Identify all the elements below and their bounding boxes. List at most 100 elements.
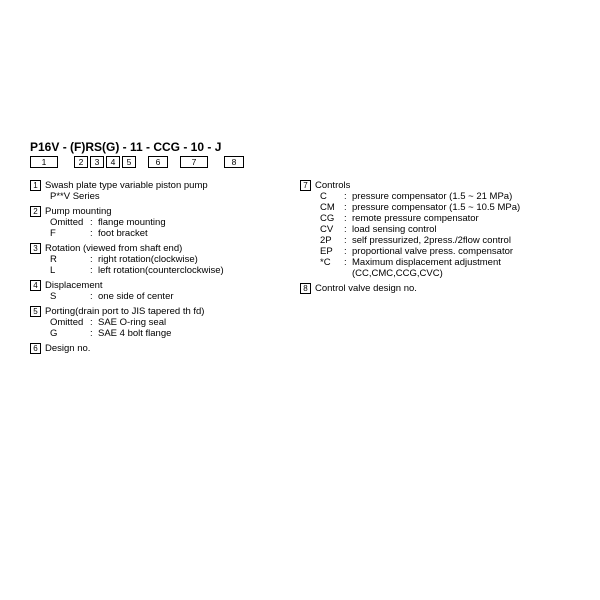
- option-code: S: [50, 291, 90, 302]
- option-separator: :: [90, 265, 98, 276]
- section-number-box: 7: [300, 180, 311, 191]
- section-body-line: (CC,CMC,CCG,CVC): [300, 268, 570, 279]
- section-header: 6 Design no.: [30, 343, 300, 354]
- position-box-row: 1 2 3 4 5 6 7 8: [30, 156, 570, 168]
- option-desc: load sensing control: [352, 224, 570, 235]
- section-number-box: 6: [30, 343, 41, 354]
- option-desc: right rotation(clockwise): [98, 254, 300, 265]
- option-desc: flange mounting: [98, 217, 300, 228]
- option-row: CV:load sensing control: [300, 224, 570, 235]
- option-row: CG:remote pressure compensator: [300, 213, 570, 224]
- section-title: Swash plate type variable piston pump: [45, 180, 208, 191]
- section-8: 8 Control valve design no.: [300, 283, 570, 294]
- option-separator: :: [90, 328, 98, 339]
- option-code: *C: [320, 257, 344, 268]
- section-header: 5 Porting(drain port to JIS tapered th fd…: [30, 306, 300, 317]
- option-separator: :: [344, 235, 352, 246]
- option-separator: :: [90, 228, 98, 239]
- section-number-box: 4: [30, 280, 41, 291]
- section-header: 1 Swash plate type variable piston pump: [30, 180, 300, 191]
- pos-box-5: 5: [122, 156, 136, 168]
- section-5: 5 Porting(drain port to JIS tapered th fd…: [30, 306, 300, 339]
- pos-box-7: 7: [180, 156, 208, 168]
- section-title: Control valve design no.: [315, 283, 417, 294]
- option-desc: remote pressure compensator: [352, 213, 570, 224]
- section-number-box: 2: [30, 206, 41, 217]
- pos-box-6: 6: [148, 156, 168, 168]
- section-title: Controls: [315, 180, 350, 191]
- section-title: Design no.: [45, 343, 90, 354]
- section-header: 7 Controls: [300, 180, 570, 191]
- option-row: Omitted:SAE O-ring seal: [30, 317, 300, 328]
- section-title: Displacement: [45, 280, 103, 291]
- left-column: 1 Swash plate type variable piston pumpP*…: [30, 180, 300, 358]
- section-1: 1 Swash plate type variable piston pumpP*…: [30, 180, 300, 202]
- section-title: Pump mounting: [45, 206, 112, 217]
- pos-box-8: 8: [224, 156, 244, 168]
- option-row: C:pressure compensator (1.5 ~ 21 MPa): [300, 191, 570, 202]
- section-header: 4 Displacement: [30, 280, 300, 291]
- option-code: F: [50, 228, 90, 239]
- option-row: CM:pressure compensator (1.5 ~ 10.5 MPa): [300, 202, 570, 213]
- section-6: 6 Design no.: [30, 343, 300, 354]
- option-row: *C:Maximum displacement adjustment: [300, 257, 570, 268]
- option-row: F:foot bracket: [30, 228, 300, 239]
- option-code: CM: [320, 202, 344, 213]
- option-separator: :: [344, 224, 352, 235]
- option-desc: left rotation(counterclockwise): [98, 265, 300, 276]
- option-desc: one side of center: [98, 291, 300, 302]
- option-row: G:SAE 4 bolt flange: [30, 328, 300, 339]
- option-separator: :: [344, 257, 352, 268]
- option-row: S:one side of center: [30, 291, 300, 302]
- section-title: Porting(drain port to JIS tapered th fd): [45, 306, 204, 317]
- pos-box-1: 1: [30, 156, 58, 168]
- model-code: P16V - (F)RS(G) - 11 - CCG - 10 - J: [30, 140, 570, 154]
- section-number-box: 1: [30, 180, 41, 191]
- option-desc: self pressurized, 2press./2flow control: [352, 235, 570, 246]
- option-code: L: [50, 265, 90, 276]
- option-desc: SAE 4 bolt flange: [98, 328, 300, 339]
- option-desc: Maximum displacement adjustment: [352, 257, 570, 268]
- option-row: 2P:self pressurized, 2press./2flow contr…: [300, 235, 570, 246]
- section-body-line: P**V Series: [30, 191, 300, 202]
- section-number-box: 3: [30, 243, 41, 254]
- option-separator: :: [90, 317, 98, 328]
- option-code: 2P: [320, 235, 344, 246]
- option-separator: :: [90, 254, 98, 265]
- section-header: 2 Pump mounting: [30, 206, 300, 217]
- option-desc: SAE O-ring seal: [98, 317, 300, 328]
- pos-box-3: 3: [90, 156, 104, 168]
- section-7: 7ControlsC:pressure compensator (1.5 ~ 2…: [300, 180, 570, 279]
- section-2: 2Pump mountingOmitted:flange mountingF:f…: [30, 206, 300, 239]
- section-4: 4 DisplacementS:one side of center: [30, 280, 300, 302]
- option-separator: :: [90, 291, 98, 302]
- option-code: Omitted: [50, 217, 90, 228]
- option-separator: :: [344, 191, 352, 202]
- option-code: CV: [320, 224, 344, 235]
- option-code: G: [50, 328, 90, 339]
- option-row: Omitted:flange mounting: [30, 217, 300, 228]
- option-separator: :: [344, 202, 352, 213]
- columns: 1 Swash plate type variable piston pumpP*…: [30, 180, 570, 358]
- option-code: EP: [320, 246, 344, 257]
- option-desc: pressure compensator (1.5 ~ 10.5 MPa): [352, 202, 570, 213]
- pos-box-4: 4: [106, 156, 120, 168]
- section-header: 3 Rotation (viewed from shaft end): [30, 243, 300, 254]
- option-code: C: [320, 191, 344, 202]
- option-row: R:right rotation(clockwise): [30, 254, 300, 265]
- option-separator: :: [344, 213, 352, 224]
- option-code: R: [50, 254, 90, 265]
- section-number-box: 8: [300, 283, 311, 294]
- section-title: Rotation (viewed from shaft end): [45, 243, 182, 254]
- option-desc: proportional valve press. compensator: [352, 246, 570, 257]
- section-number-box: 5: [30, 306, 41, 317]
- option-separator: :: [344, 246, 352, 257]
- option-row: EP:proportional valve press. compensator: [300, 246, 570, 257]
- right-column: 7ControlsC:pressure compensator (1.5 ~ 2…: [300, 180, 570, 358]
- option-separator: :: [90, 217, 98, 228]
- option-desc: foot bracket: [98, 228, 300, 239]
- section-3: 3 Rotation (viewed from shaft end)R:right…: [30, 243, 300, 276]
- option-row: L:left rotation(counterclockwise): [30, 265, 300, 276]
- option-desc: pressure compensator (1.5 ~ 21 MPa): [352, 191, 570, 202]
- option-code: Omitted: [50, 317, 90, 328]
